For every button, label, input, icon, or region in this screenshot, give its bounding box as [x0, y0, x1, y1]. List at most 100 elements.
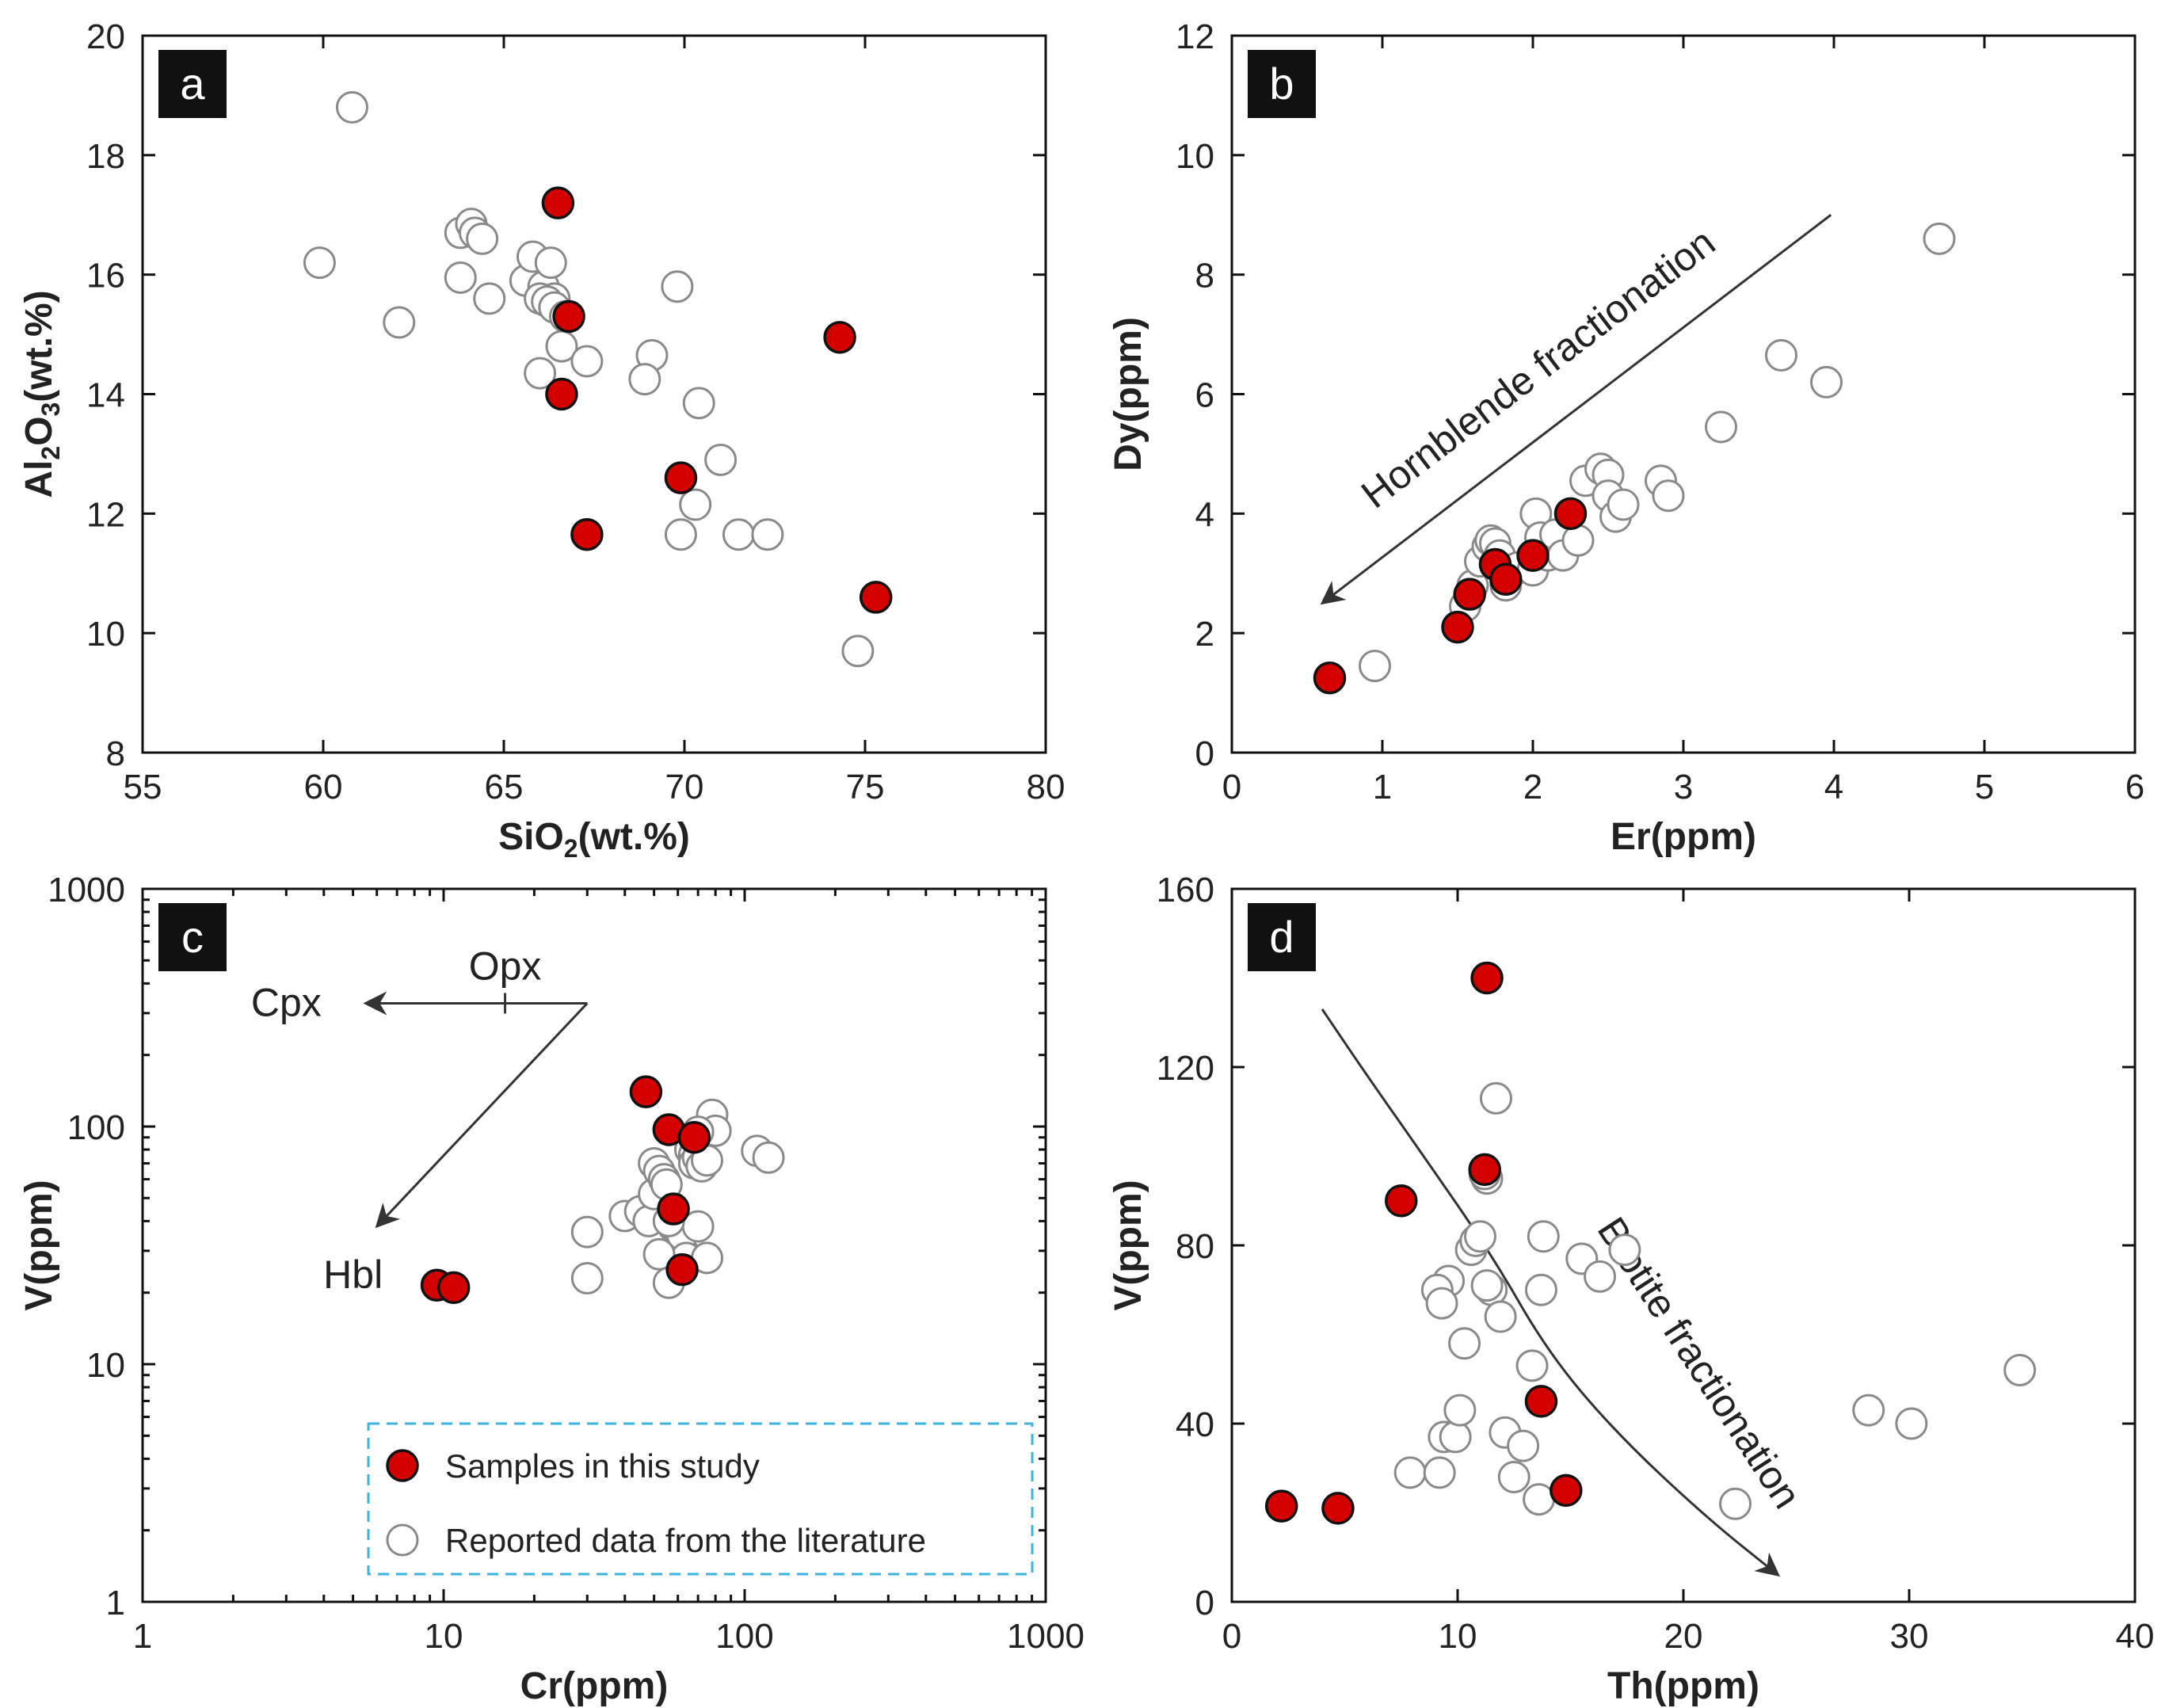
biotite-fractionation-curve: [1321, 1008, 1781, 1577]
y-tick-label-c: 10: [86, 1346, 125, 1385]
sample-point-c: [665, 1252, 699, 1287]
y-axis-title-a: Al2O3(wt.%): [18, 290, 65, 498]
y-tick-label-c: 1: [106, 1584, 125, 1622]
panel-a: 55 60 65 70 75 80 8 10 12 14 16 18 20 SiO2(wt.%) Al2O3…: [18, 17, 1065, 863]
x-tick-label-a: 70: [665, 768, 704, 806]
x-tick-label-c: 1000: [1007, 1617, 1084, 1656]
literature-point-d: [1443, 1393, 1477, 1427]
sample-point-d: [1264, 1489, 1298, 1523]
sample-point-a: [541, 186, 575, 219]
legend-literature-marker: [386, 1523, 419, 1557]
literature-point-a: [704, 443, 738, 476]
literature-point-a: [383, 306, 416, 339]
y-axis-title-d: V(ppm): [1107, 1180, 1149, 1310]
literature-point-a: [751, 518, 784, 551]
legend-samples-marker: [386, 1449, 419, 1482]
y-axis-title-c: V(ppm): [18, 1180, 60, 1310]
literature-point-d: [1464, 1220, 1496, 1253]
y-axis-title-b: Dy(ppm): [1107, 317, 1149, 471]
panel-label-box-c: [158, 903, 227, 971]
literature-point-c: [570, 1261, 604, 1294]
sample-point-d: [1468, 1153, 1501, 1187]
sample-point-d: [1385, 1184, 1418, 1218]
sample-point-c: [677, 1120, 711, 1154]
y-tick-label-b: 10: [1176, 137, 1214, 176]
literature-point-d: [1895, 1407, 1928, 1440]
literature-point-d: [1484, 1300, 1517, 1333]
literature-point-c: [752, 1141, 785, 1174]
sample-point-a: [823, 321, 856, 354]
panel-label-c: c: [181, 912, 204, 962]
panel-label-box-a: [158, 50, 227, 118]
y-tick-label-d: 40: [1176, 1405, 1214, 1444]
x-tick-label-d: 10: [1439, 1617, 1477, 1656]
y-tick-label-b: 2: [1195, 615, 1214, 654]
x-tick-label-a: 65: [485, 768, 524, 806]
plot-frame-c: [141, 887, 1047, 1603]
x-tick-label-c: 1: [133, 1617, 152, 1656]
literature-point-d: [1423, 1456, 1456, 1489]
hbl-label: Hbl: [323, 1252, 383, 1297]
x-tick-label-d: 0: [1222, 1617, 1241, 1656]
literature-point-d: [1439, 1420, 1472, 1454]
y-tick-label-a: 8: [106, 734, 125, 773]
y-tick-label-b: 0: [1195, 734, 1214, 773]
panel-d: 0 10 20 30 4004080120160Th(ppm)V(ppm)dBiotit…: [1107, 871, 2154, 1707]
literature-point-b: [1810, 365, 1843, 398]
sample-point-a: [859, 581, 893, 614]
x-tick-label-a: 60: [304, 768, 343, 806]
sample-point-d: [1524, 1385, 1558, 1418]
literature-point-b: [1607, 488, 1640, 521]
sample-point-b: [1516, 539, 1550, 572]
x-tick-label-b: 5: [1975, 768, 1994, 806]
literature-point-d: [1527, 1220, 1560, 1253]
literature-point-d: [1584, 1260, 1617, 1293]
panel-label-d: d: [1269, 912, 1294, 962]
literature-point-b: [1359, 650, 1391, 683]
sample-point-d: [1550, 1474, 1583, 1508]
sample-point-b: [1313, 661, 1347, 695]
sample-point-d: [1470, 961, 1504, 995]
y-tick-label-a: 10: [86, 615, 125, 654]
x-tick-label-b: 3: [1674, 768, 1693, 806]
y-tick-label-a: 18: [86, 137, 125, 176]
sample-point-b: [1441, 610, 1474, 644]
literature-point-b: [1652, 479, 1685, 513]
literature-point-a: [664, 518, 697, 551]
y-tick-label-d: 120: [1157, 1049, 1214, 1088]
legend-literature-label: Reported data from the literature: [445, 1522, 926, 1559]
literature-point-a: [534, 246, 567, 280]
panel-label-box-d: [1248, 903, 1316, 971]
literature-point-a: [661, 270, 694, 303]
literature-point-a: [335, 91, 368, 124]
literature-point-d: [1507, 1429, 1540, 1462]
x-tick-label-a: 55: [124, 768, 162, 806]
y-tick-label-d: 80: [1176, 1227, 1214, 1266]
y-tick-label-c: 1000: [48, 871, 125, 909]
sample-point-a: [664, 461, 698, 494]
sample-point-a: [545, 377, 578, 411]
sample-point-c: [436, 1271, 471, 1305]
x-axis-title-b: Er(ppm): [1611, 816, 1756, 858]
panel-c: 1 10 100 1000 1 10 100 1000 Cr(ppm) V(ppm) c Cpx Opx…: [18, 871, 1084, 1707]
literature-point-d: [1515, 1349, 1549, 1382]
panel-b: 0 1 2 3 4 5 6024681012Er(ppm)Dy(ppm)bHornblend…: [1107, 17, 2144, 858]
panel-label-box-b: [1248, 50, 1316, 118]
x-tick-label-b: 4: [1824, 768, 1843, 806]
x-tick-label-b: 1: [1373, 768, 1392, 806]
x-tick-label-b: 2: [1523, 768, 1542, 806]
x-axis-title-c: Cr(ppm): [520, 1665, 669, 1707]
x-tick-label-d: 30: [1890, 1617, 1929, 1656]
literature-point-d: [1470, 1269, 1504, 1302]
x-tick-label-b: 6: [2125, 768, 2144, 806]
hbl-vector-arrow: [375, 1002, 589, 1229]
literature-point-a: [473, 282, 506, 315]
literature-point-d: [1497, 1461, 1530, 1493]
literature-point-d: [2003, 1354, 2037, 1386]
literature-point-d: [1608, 1233, 1641, 1267]
plot-frame-a: [141, 34, 1047, 754]
x-axis-title-a: SiO2(wt.%): [498, 816, 690, 863]
literature-point-c: [570, 1215, 604, 1249]
x-tick-label-d: 40: [2116, 1617, 2155, 1656]
